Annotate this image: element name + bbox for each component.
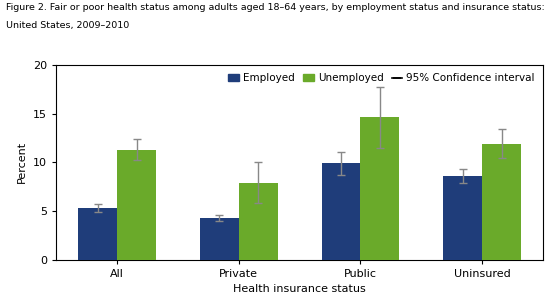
Bar bbox=[117, 150, 156, 260]
Bar bbox=[361, 117, 399, 260]
Bar bbox=[78, 208, 117, 260]
Bar bbox=[443, 176, 482, 260]
Bar bbox=[239, 183, 278, 260]
Bar bbox=[200, 218, 239, 260]
Y-axis label: Percent: Percent bbox=[17, 141, 27, 183]
Legend: Employed, Unemployed, 95% Confidence interval: Employed, Unemployed, 95% Confidence int… bbox=[225, 70, 538, 86]
Text: Figure 2. Fair or poor health status among adults aged 18–64 years, by employmen: Figure 2. Fair or poor health status amo… bbox=[6, 3, 544, 12]
Text: United States, 2009–2010: United States, 2009–2010 bbox=[6, 21, 129, 30]
Bar bbox=[321, 163, 361, 260]
Bar bbox=[482, 144, 521, 260]
X-axis label: Health insurance status: Health insurance status bbox=[233, 284, 366, 294]
